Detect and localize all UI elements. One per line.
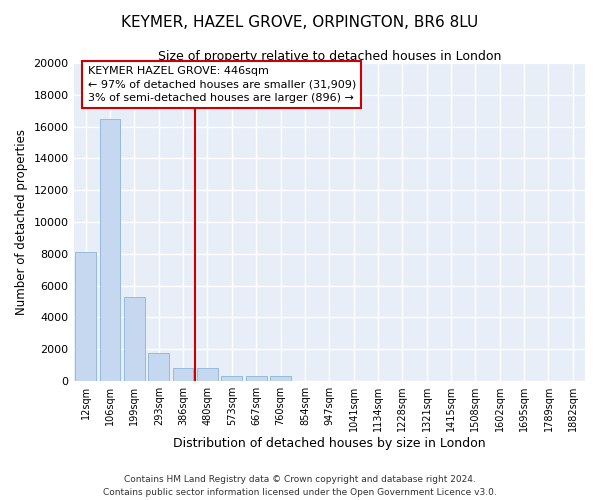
Text: KEYMER, HAZEL GROVE, ORPINGTON, BR6 8LU: KEYMER, HAZEL GROVE, ORPINGTON, BR6 8LU: [121, 15, 479, 30]
Text: KEYMER HAZEL GROVE: 446sqm
← 97% of detached houses are smaller (31,909)
3% of s: KEYMER HAZEL GROVE: 446sqm ← 97% of deta…: [88, 66, 356, 102]
Text: Contains HM Land Registry data © Crown copyright and database right 2024.
Contai: Contains HM Land Registry data © Crown c…: [103, 476, 497, 497]
Bar: [246, 376, 266, 381]
Bar: [173, 368, 193, 381]
Bar: [100, 118, 121, 381]
X-axis label: Distribution of detached houses by size in London: Distribution of detached houses by size …: [173, 437, 485, 450]
Bar: [124, 297, 145, 381]
Bar: [197, 368, 218, 381]
Bar: [148, 354, 169, 381]
Title: Size of property relative to detached houses in London: Size of property relative to detached ho…: [158, 50, 501, 63]
Y-axis label: Number of detached properties: Number of detached properties: [15, 129, 28, 315]
Bar: [221, 376, 242, 381]
Bar: [270, 376, 291, 381]
Bar: [76, 252, 96, 381]
